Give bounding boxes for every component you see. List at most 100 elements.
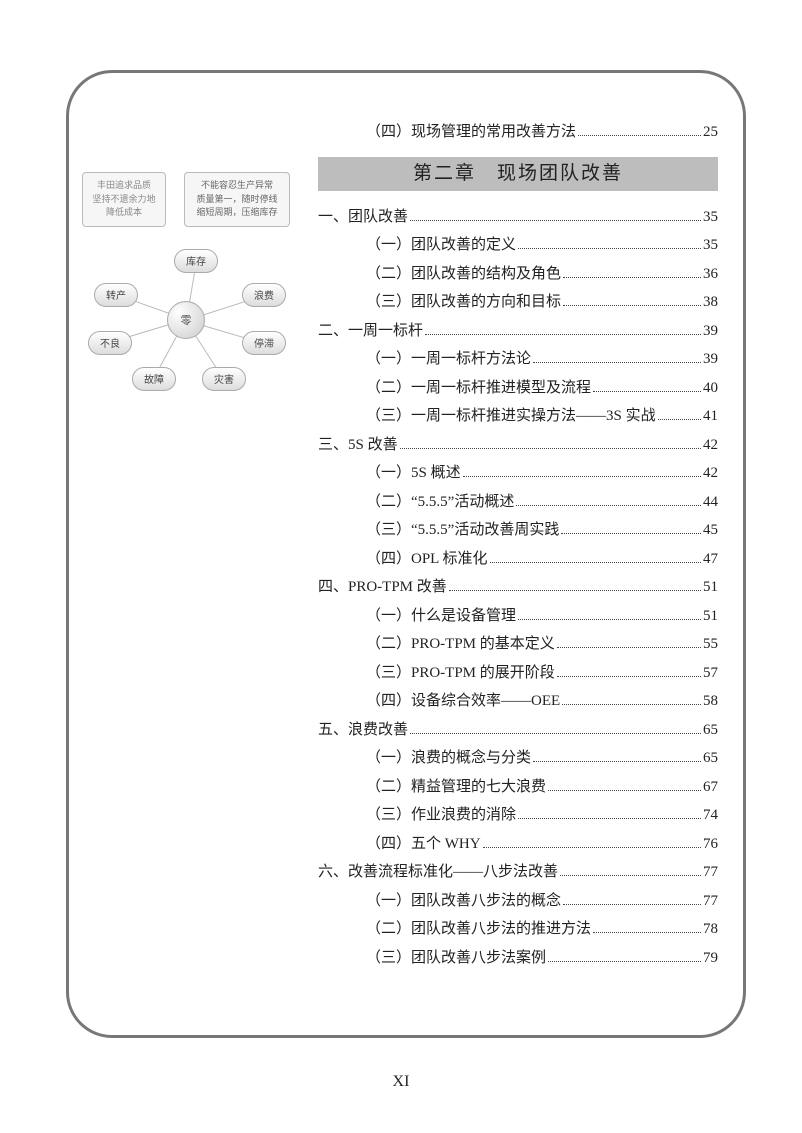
toc-label: （三）“5.5.5”活动改善周实践	[366, 516, 559, 545]
toc-label: （四）五个 WHY	[366, 830, 481, 859]
toc-page: 44	[703, 488, 718, 517]
toc-dots	[518, 248, 701, 249]
side-right-line1: 不能容忍生产异常	[193, 179, 281, 193]
network-node: 停滞	[242, 331, 286, 355]
toc-page: 35	[703, 231, 718, 260]
side-left-line1: 丰田追求品质	[91, 179, 157, 193]
toc-page: 74	[703, 801, 718, 830]
toc-label: （一）5S 概述	[366, 459, 461, 488]
toc-page: 55	[703, 630, 718, 659]
toc-line: 一、团队改善 35	[318, 203, 718, 232]
toc-label: 六、改善流程标准化——八步法改善	[318, 858, 558, 887]
toc-line: （四）OPL 标准化 47	[318, 545, 718, 574]
network-node: 故障	[132, 367, 176, 391]
toc-line: （二）团队改善八步法的推进方法 78	[318, 915, 718, 944]
toc-line: （一）浪费的概念与分类 65	[318, 744, 718, 773]
toc-label: （一）浪费的概念与分类	[366, 744, 531, 773]
toc-line: （一）团队改善八步法的概念77	[318, 887, 718, 916]
chapter-banner: 第二章 现场团队改善	[318, 157, 718, 191]
toc-dots	[463, 476, 701, 477]
toc-line: （三）团队改善的方向和目标 38	[318, 288, 718, 317]
toc-dots	[563, 904, 701, 905]
toc-dots	[518, 818, 701, 819]
toc-dots	[449, 590, 701, 591]
toc-line: 二、一周一标杆 39	[318, 317, 718, 346]
network-diagram: 零 库存转产浪费不良停滞故障灾害	[82, 245, 290, 395]
page-number: XI	[0, 1073, 802, 1091]
toc-label: （四）设备综合效率——OEE	[366, 687, 560, 716]
toc-dots	[563, 305, 701, 306]
toc-page: 79	[703, 944, 718, 973]
toc-line: （一）5S 概述42	[318, 459, 718, 488]
side-figure: 丰田追求品质 坚持不遗余力地 降低成本 不能容忍生产异常 质量第一，随时停线 缩…	[82, 172, 292, 395]
side-left-line3: 降低成本	[91, 206, 157, 220]
toc-dots	[533, 362, 701, 363]
toc-dots	[400, 448, 701, 449]
toc-dots	[658, 419, 701, 420]
toc-page: 42	[703, 431, 718, 460]
toc-label: （三）团队改善八步法案例	[366, 944, 546, 973]
toc-line: （三）PRO-TPM 的展开阶段57	[318, 659, 718, 688]
toc-line: 五、浪费改善65	[318, 716, 718, 745]
toc-label: 二、一周一标杆	[318, 317, 423, 346]
toc-label: （一）团队改善八步法的概念	[366, 887, 561, 916]
toc-page: 67	[703, 773, 718, 802]
toc-label: （二）PRO-TPM 的基本定义	[366, 630, 555, 659]
toc-page: 65	[703, 744, 718, 773]
toc-line-top: （四）现场管理的常用改善方法 25	[318, 118, 718, 147]
toc-line: （三）作业浪费的消除 74	[318, 801, 718, 830]
toc-dots	[533, 761, 701, 762]
toc-page: 35	[703, 203, 718, 232]
toc-page: 76	[703, 830, 718, 859]
toc-label: （二）“5.5.5”活动概述	[366, 488, 514, 517]
toc-label: （四）现场管理的常用改善方法	[366, 118, 576, 147]
toc-dots	[548, 961, 701, 962]
toc-dots	[410, 220, 701, 221]
toc-dots	[563, 277, 701, 278]
toc-dots	[562, 704, 701, 705]
toc-label: （四）OPL 标准化	[366, 545, 488, 574]
toc-line: （四）五个 WHY 76	[318, 830, 718, 859]
toc-list: 一、团队改善35（一）团队改善的定义35（二）团队改善的结构及角色36（三）团队…	[318, 203, 718, 973]
toc-dots	[557, 676, 701, 677]
toc-label: 四、PRO-TPM 改善	[318, 573, 447, 602]
toc-line: 四、PRO-TPM 改善51	[318, 573, 718, 602]
side-right-box: 不能容忍生产异常 质量第一，随时停线 缩短周期，压缩库存	[184, 172, 290, 227]
side-left-line2: 坚持不遗余力地	[91, 193, 157, 207]
toc-line: （一）一周一标杆方法论39	[318, 345, 718, 374]
toc-dots	[593, 391, 701, 392]
center-node: 零	[167, 301, 205, 339]
side-left-box: 丰田追求品质 坚持不遗余力地 降低成本	[82, 172, 166, 227]
toc-label: 一、团队改善	[318, 203, 408, 232]
toc-dots	[561, 533, 701, 534]
toc-page: 45	[703, 516, 718, 545]
toc-page: 78	[703, 915, 718, 944]
toc-dots	[483, 847, 701, 848]
toc-dots	[578, 135, 701, 136]
toc-content: （四）现场管理的常用改善方法 25 第二章 现场团队改善 一、团队改善 35 （一）…	[318, 118, 718, 972]
toc-label: （三）团队改善的方向和目标	[366, 288, 561, 317]
toc-page: 36	[703, 260, 718, 289]
toc-page: 38	[703, 288, 718, 317]
toc-page: 41	[703, 402, 718, 431]
toc-label: （二）团队改善八步法的推进方法	[366, 915, 591, 944]
side-right-line3: 缩短周期，压缩库存	[193, 206, 281, 220]
toc-line: 六、改善流程标准化——八步法改善77	[318, 858, 718, 887]
toc-dots	[410, 733, 701, 734]
toc-dots	[516, 505, 701, 506]
toc-page: 47	[703, 545, 718, 574]
toc-label: （一）什么是设备管理	[366, 602, 516, 631]
toc-label: 三、5S 改善	[318, 431, 398, 460]
toc-label: 五、浪费改善	[318, 716, 408, 745]
toc-line: （一）什么是设备管理51	[318, 602, 718, 631]
side-figure-top-row: 丰田追求品质 坚持不遗余力地 降低成本 不能容忍生产异常 质量第一，随时停线 缩…	[82, 172, 292, 227]
toc-label: （二）一周一标杆推进模型及流程	[366, 374, 591, 403]
toc-page: 39	[703, 317, 718, 346]
toc-line: （二）精益管理的七大浪费67	[318, 773, 718, 802]
toc-line: 三、5S 改善 42	[318, 431, 718, 460]
toc-label: （三）作业浪费的消除	[366, 801, 516, 830]
toc-line: （二）团队改善的结构及角色36	[318, 260, 718, 289]
toc-dots	[560, 875, 701, 876]
network-node: 浪费	[242, 283, 286, 307]
toc-dots	[518, 619, 701, 620]
